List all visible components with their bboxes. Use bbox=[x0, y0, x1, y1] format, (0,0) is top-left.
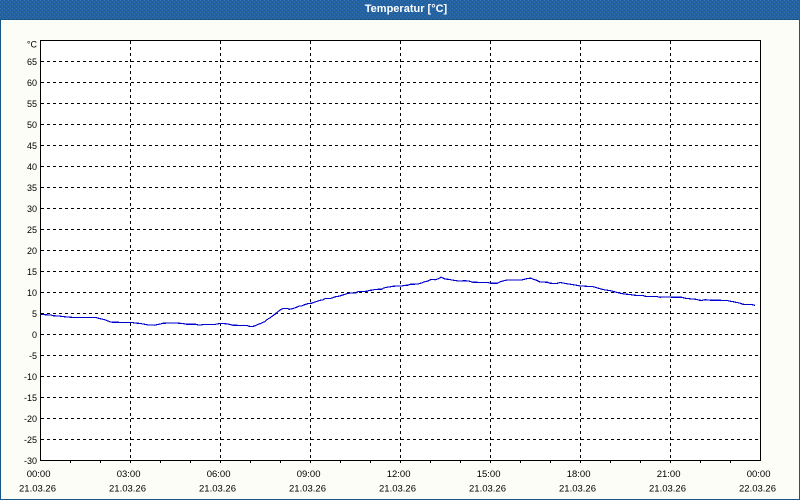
svg-text:60: 60 bbox=[27, 78, 37, 88]
svg-text:00:00: 00:00 bbox=[747, 469, 771, 480]
svg-text:30: 30 bbox=[27, 204, 37, 214]
svg-text:21:00: 21:00 bbox=[657, 469, 681, 480]
svg-text:18:00: 18:00 bbox=[567, 469, 591, 480]
svg-text:21.03.26: 21.03.26 bbox=[289, 484, 326, 495]
svg-text:40: 40 bbox=[27, 162, 37, 172]
svg-text:03:00: 03:00 bbox=[117, 469, 141, 480]
svg-text:21.03.26: 21.03.26 bbox=[379, 484, 416, 495]
svg-text:25: 25 bbox=[27, 225, 37, 235]
svg-text:06:00: 06:00 bbox=[207, 469, 231, 480]
svg-text:10: 10 bbox=[27, 288, 37, 298]
svg-text:21.03.26: 21.03.26 bbox=[19, 484, 56, 495]
svg-text:21.03.26: 21.03.26 bbox=[109, 484, 146, 495]
svg-text:09:00: 09:00 bbox=[297, 469, 321, 480]
svg-text:65: 65 bbox=[27, 57, 37, 67]
svg-text:21.03.26: 21.03.26 bbox=[199, 484, 236, 495]
svg-text:21.03.26: 21.03.26 bbox=[559, 484, 596, 495]
svg-text:-30: -30 bbox=[24, 456, 37, 466]
svg-text:0: 0 bbox=[32, 330, 37, 340]
svg-text:-25: -25 bbox=[24, 435, 37, 445]
svg-text:-20: -20 bbox=[24, 414, 37, 424]
svg-text:50: 50 bbox=[27, 120, 37, 130]
svg-text:21.03.26: 21.03.26 bbox=[649, 484, 686, 495]
svg-text:35: 35 bbox=[27, 183, 37, 193]
svg-text:5: 5 bbox=[32, 309, 37, 319]
svg-text:20: 20 bbox=[27, 246, 37, 256]
svg-text:-10: -10 bbox=[24, 372, 37, 382]
svg-text:15: 15 bbox=[27, 267, 37, 277]
svg-text:55: 55 bbox=[27, 99, 37, 109]
svg-text:12:00: 12:00 bbox=[387, 469, 411, 480]
svg-text:-5: -5 bbox=[29, 351, 37, 361]
svg-text:15:00: 15:00 bbox=[477, 469, 501, 480]
svg-text:°C: °C bbox=[27, 39, 38, 49]
svg-text:22.03.26: 22.03.26 bbox=[739, 484, 776, 495]
svg-text:45: 45 bbox=[27, 141, 37, 151]
svg-text:-15: -15 bbox=[24, 393, 37, 403]
svg-text:21.03.26: 21.03.26 bbox=[469, 484, 506, 495]
svg-text:00:00: 00:00 bbox=[27, 469, 51, 480]
